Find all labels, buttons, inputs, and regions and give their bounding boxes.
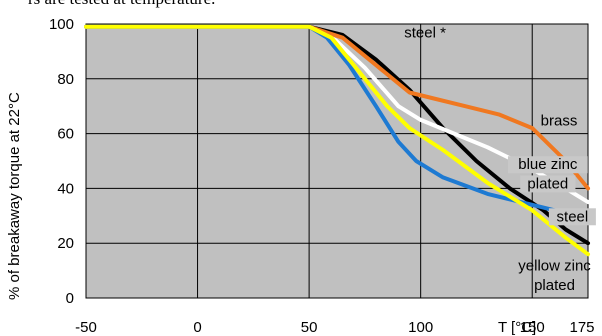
x-axis-label: T [°C] (498, 319, 536, 336)
x-tick-label: 175 (569, 319, 594, 336)
annotation-background (507, 156, 588, 174)
annotation-label: plated (534, 277, 575, 294)
x-tick-label: -50 (75, 319, 97, 336)
annotation-label: steel (557, 208, 589, 225)
y-tick-label: 0 (66, 290, 74, 307)
x-tick-label: 150 (520, 319, 545, 336)
annotation-background (548, 208, 596, 226)
plot-area (85, 23, 589, 299)
annotation-background (520, 175, 576, 193)
series-line-yellow-zinc-plated (84, 24, 590, 257)
x-axis-ticks: -50 0 50 100 150 175 (75, 319, 594, 336)
y-tick-label: 100 (49, 16, 74, 33)
y-tick-label: 20 (57, 235, 74, 252)
annotation-label: plated (527, 175, 568, 192)
annotation-label: yellow zinc (518, 258, 591, 275)
annotation-label: steel * (404, 25, 446, 42)
annotations: steel * brass blue zinc plated steel yellow z… (404, 25, 596, 294)
header-text: rs are tested at temperature. (28, 0, 215, 9)
series-line-brass (84, 24, 590, 191)
annotation-label: brass (541, 112, 578, 129)
y-tick-label: 60 (57, 126, 74, 143)
x-tick-label: 100 (408, 319, 433, 336)
gridlines (86, 24, 588, 298)
x-tick-label: 50 (301, 319, 318, 336)
y-tick-label: 40 (57, 180, 74, 197)
y-axis-label: % of breakaway torque at 22°C (6, 92, 23, 300)
x-tick-label: 0 (193, 319, 201, 336)
annotation-label: blue zinc (518, 156, 578, 173)
y-axis-ticks: 0 20 40 60 80 100 (49, 16, 74, 307)
y-tick-label: 80 (57, 71, 74, 88)
